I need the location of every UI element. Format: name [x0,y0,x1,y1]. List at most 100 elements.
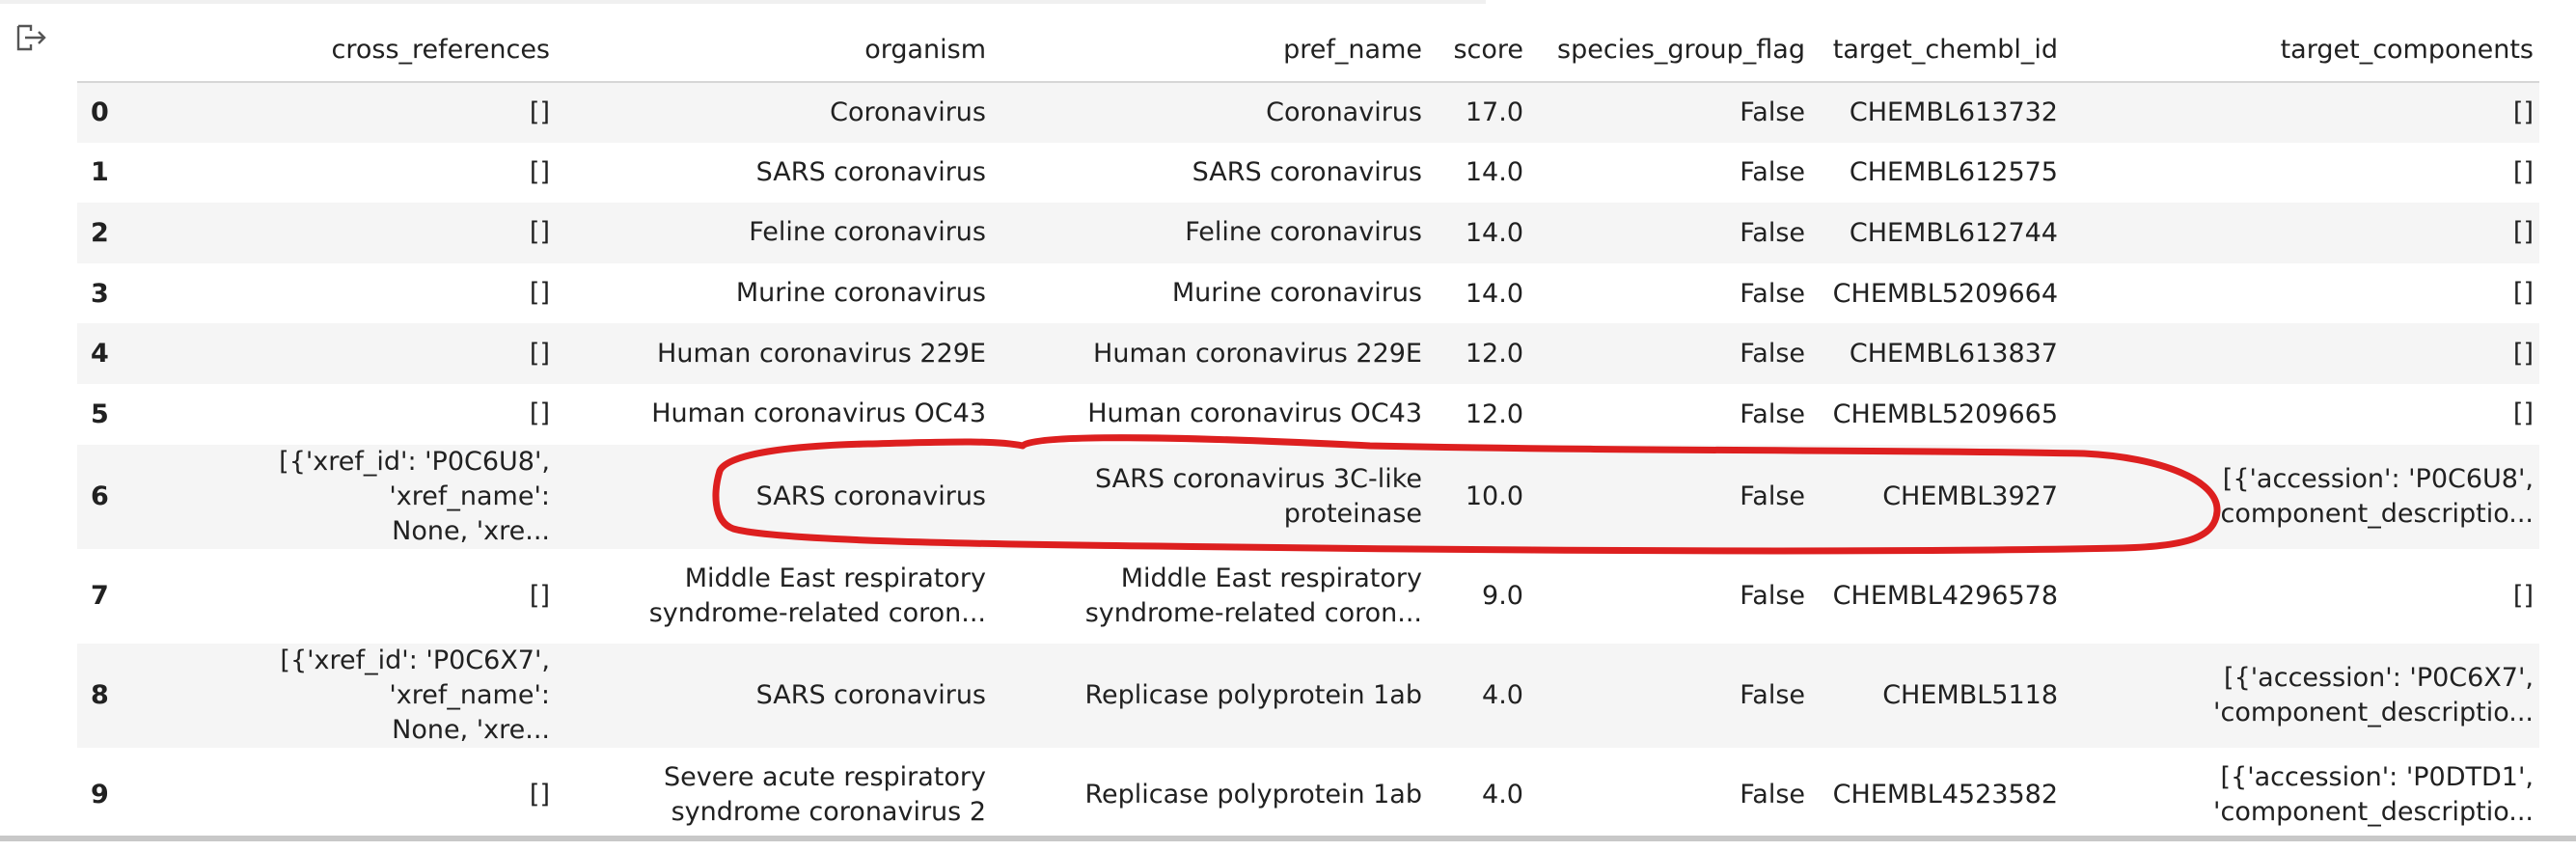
cell-line: [] [529,217,550,248]
cell-line: Human coronavirus 229E [657,338,986,369]
table-row: 9 [] Severe acute respiratory syndrome coro… [77,747,2539,842]
cell-target-components: [{'accession': 'P0C6X7', 'component_descr… [2064,644,2539,748]
cell-target-components: [] [2064,263,2539,324]
cell-target-components: [] [2064,549,2539,644]
column-header-cross-references: cross_references [122,14,556,83]
cell-text: Feline coronavirus [1185,215,1422,250]
cell-line: [] [2512,580,2534,611]
cell-species-group-flag: False [1740,157,1805,188]
column-header-target-chembl-id: target_chembl_id [1811,14,2064,83]
cell-target-chembl-id: CHEMBL613732 [1849,97,2058,128]
cell-text: [] [2513,276,2534,311]
cell-line: Murine coronavirus [1171,278,1422,309]
table-row: 8 [{'xref_id': 'P0C6X7', 'xref_name': None… [77,643,2539,748]
cell-pref-name: SARS coronavirus 3C-like proteinase [992,445,1428,549]
cell-text: Replicase polyprotein 1ab [1084,778,1422,812]
cell-line: Severe acute respiratory [664,761,986,792]
row-index: 2 [91,217,109,248]
cell-line: 'component_descriptio... [2213,498,2534,529]
table-row: 6 [{'xref_id': 'P0C6U8', 'xref_name': None… [77,444,2539,549]
cell-target-components: [{'accession': 'P0C6U8', 'component_descr… [2064,445,2539,549]
cell-target-components: [] [2064,82,2539,143]
cell-line: Replicase polyprotein 1ab [1084,679,1422,710]
cell-line: syndrome coronavirus 2 [671,796,986,827]
cell-target-chembl-id: CHEMBL4296578 [1832,581,2058,612]
cell-top-divider [0,0,1486,4]
cell-target-components: [] [2064,203,2539,263]
cell-line: SARS coronavirus [755,679,986,710]
cell-organism: Human coronavirus 229E [556,323,992,384]
cell-text: [{'xref_id': 'P0C6X7', 'xref_name': None,… [127,644,550,748]
cell-line: Coronavirus [830,96,986,127]
cell-text: SARS coronavirus 3C-like proteinase [1095,462,1422,532]
cell-text: [] [2513,337,2534,371]
cell-line: Human coronavirus OC43 [651,398,986,429]
cell-species-group-flag: False [1740,680,1805,711]
cell-score: 4.0 [1482,780,1523,810]
cell-line: Human coronavirus OC43 [1087,398,1422,429]
output-redirect-icon[interactable] [15,23,48,52]
cell-text: [] [2513,579,2534,614]
cell-line: [{'xref_id': 'P0C6X7', 'xref_name': [280,645,550,710]
cell-target-components: [] [2064,384,2539,445]
cell-text: Feline coronavirus [749,215,986,250]
cell-text: [] [2513,155,2534,190]
cell-organism: SARS coronavirus [556,143,992,204]
cell-line: [] [529,96,550,127]
cell-line: Replicase polyprotein 1ab [1084,779,1422,810]
index-header [77,14,122,83]
cell-score: 14.0 [1465,157,1523,188]
cell-target-chembl-id: CHEMBL3927 [1882,481,2058,512]
cell-organism: Feline coronavirus [556,203,992,263]
cell-line: [] [2512,156,2534,187]
cell-score: 12.0 [1465,339,1523,370]
cell-line: Feline coronavirus [749,217,986,248]
row-index: 4 [91,339,109,370]
cell-text: Severe acute respiratory syndrome coronav… [664,760,986,830]
cell-organism: SARS coronavirus [556,644,992,748]
cell-species-group-flag: False [1740,217,1805,248]
cell-line: [{'xref_id': 'P0C6U8', 'xref_name': [279,446,550,511]
cell-text: [{'accession': 'P0DTD1', 'component_descr… [2213,760,2534,830]
cell-line: Murine coronavirus [735,278,986,309]
cell-line: [] [529,580,550,611]
cell-line: SARS coronavirus [755,156,986,187]
cell-cross-references: [] [122,143,556,204]
cell-score: 14.0 [1465,278,1523,309]
cell-pref-name: Human coronavirus 229E [992,323,1428,384]
table-row: 7 [] Middle East respiratory syndrome-relat… [77,548,2539,644]
cell-cross-references: [] [122,263,556,324]
cell-line: [] [529,398,550,429]
cell-line: Coronavirus [1266,96,1422,127]
cell-text: Middle East respiratory syndrome-related … [1085,562,1422,631]
column-header-species-group-flag: species_group_flag [1529,14,1811,83]
cell-species-group-flag: False [1740,581,1805,612]
cell-text: Human coronavirus 229E [1093,337,1422,371]
cell-text: [] [530,778,550,812]
cell-text: [] [2513,96,2534,130]
cell-pref-name: Middle East respiratory syndrome-related … [992,549,1428,644]
cell-target-chembl-id: CHEMBL4523582 [1832,780,2058,810]
cell-line: [{'accession': 'P0C6U8', [2222,463,2534,494]
header-row: cross_references organism pref_name scor… [77,14,2539,83]
cell-pref-name: Human coronavirus OC43 [992,384,1428,445]
cell-species-group-flag: False [1740,97,1805,128]
cell-text: Human coronavirus 229E [657,337,986,371]
cell-line: [] [529,278,550,309]
cell-score: 14.0 [1465,217,1523,248]
cell-line: Middle East respiratory [684,563,986,593]
cell-line: [] [529,156,550,187]
cell-line: SARS coronavirus [1192,156,1422,187]
cell-cross-references: [{'xref_id': 'P0C6X7', 'xref_name': None,… [122,644,556,748]
table-row: 0 [] Coronavirus Coronavirus 17.0 False CHEMBL… [77,82,2539,143]
cell-pref-name: Murine coronavirus [992,263,1428,324]
cell-cross-references: [] [122,323,556,384]
cell-cross-references: [] [122,82,556,143]
cell-line: 'component_descriptio... [2213,796,2534,827]
cell-target-chembl-id: CHEMBL5209664 [1832,278,2058,309]
row-index: 6 [91,481,109,512]
table-row: 4 [] Human coronavirus 229E Human coronavir… [77,323,2539,384]
cell-target-chembl-id: CHEMBL5209665 [1832,398,2058,429]
cell-line: [{'accession': 'P0DTD1', [2220,761,2535,792]
cell-text: [] [530,215,550,250]
